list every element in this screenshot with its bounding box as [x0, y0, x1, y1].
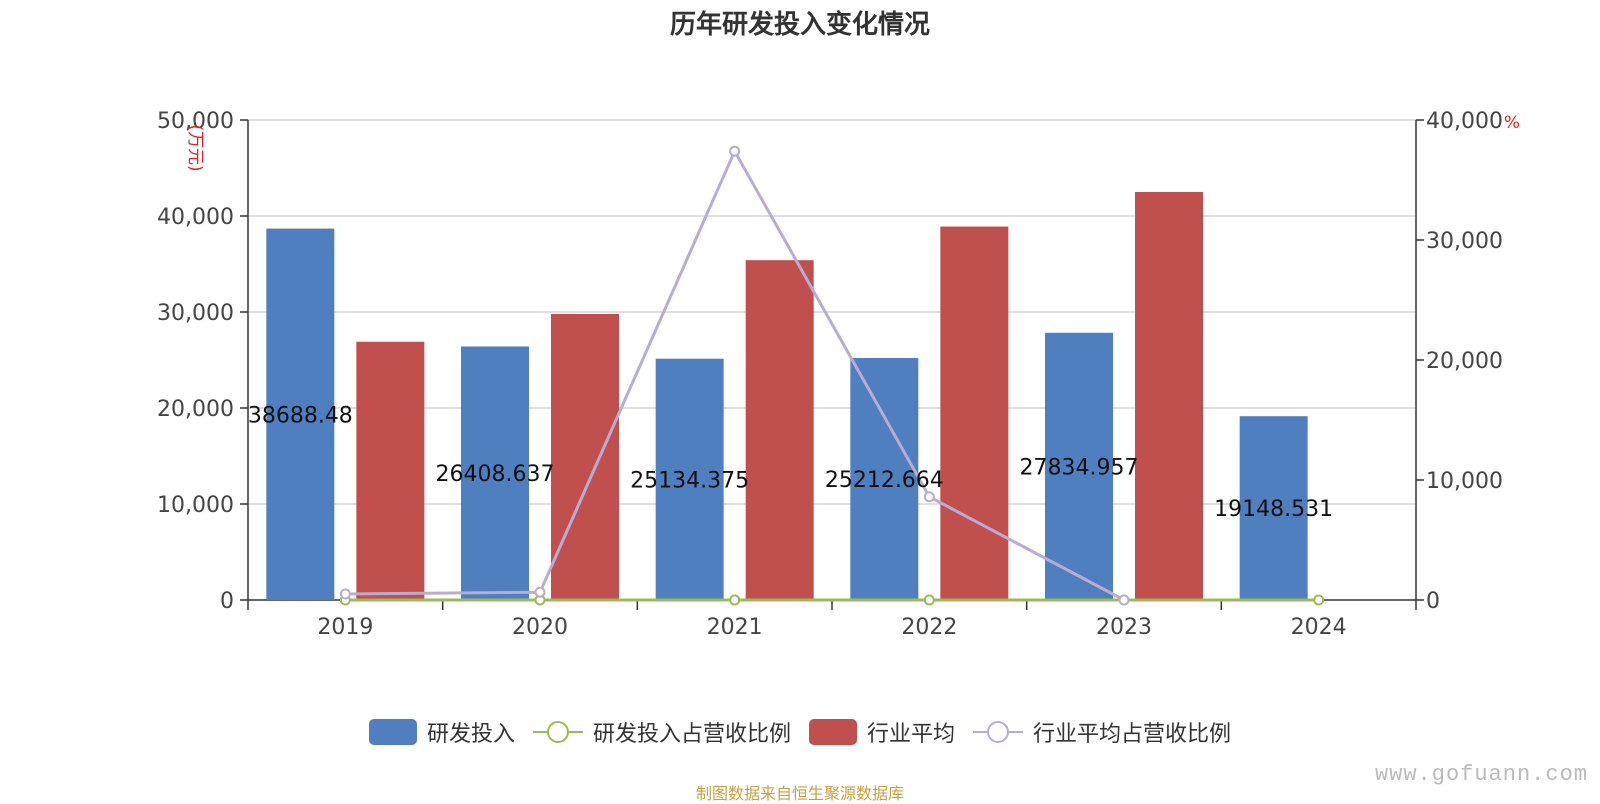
y-right-tick-label: 0: [1426, 589, 1440, 614]
x-tick-label: 2023: [1096, 615, 1152, 640]
legend-item-rd-ratio[interactable]: 研发投入占营收比例: [532, 716, 791, 748]
y-left-tick-label: 0: [220, 589, 234, 614]
legend-swatch-rd: [368, 719, 417, 745]
y-left-tick-label: 20,000: [157, 397, 234, 422]
data-label-rd: 25212.664: [825, 468, 944, 493]
industry-ratio-point: [1118, 594, 1130, 606]
y-left-unit-label: (万元): [185, 124, 205, 171]
data-label-rd: 27834.957: [1020, 455, 1139, 480]
bar-industry-average: [940, 226, 1009, 600]
industry-ratio-point: [339, 588, 351, 600]
industry-ratio-point: [729, 145, 741, 157]
rd-ratio-point: [729, 594, 741, 606]
y-right-unit-label: %: [1504, 113, 1520, 133]
y-left-tick-label: 30,000: [157, 301, 234, 326]
data-label-rd: 19148.531: [1214, 497, 1333, 522]
rd-ratio-point: [923, 594, 935, 606]
x-tick-label: 2019: [317, 615, 373, 640]
data-label-rd: 25134.375: [630, 468, 749, 493]
y-left-tick-label: 40,000: [157, 205, 234, 230]
legend: 研发投入 研发投入占营收比例 行业平均 行业平均占营收比例: [0, 716, 1600, 748]
x-tick-label: 2024: [1291, 615, 1347, 640]
legend-swatch-rd-ratio: [532, 719, 583, 745]
legend-label-industry-avg: 行业平均: [867, 722, 956, 747]
legend-label-rd-ratio: 研发投入占营收比例: [592, 722, 791, 747]
source-note: 制图数据来自恒生聚源数据库: [695, 784, 904, 803]
legend-label-rd: 研发投入: [426, 722, 515, 747]
legend-item-rd[interactable]: 研发投入: [368, 716, 515, 748]
x-tick-label: 2022: [901, 615, 957, 640]
bar-rd-investment: [850, 357, 919, 600]
x-tick-label: 2021: [707, 615, 763, 640]
legend-item-industry-avg[interactable]: 行业平均: [809, 716, 955, 748]
chart-title: 历年研发投入变化情况: [669, 10, 930, 40]
y-left-tick-label: 10,000: [157, 493, 234, 518]
legend-item-industry-ratio[interactable]: 行业平均占营收比例: [973, 716, 1231, 748]
x-tick-label: 2020: [512, 615, 568, 640]
bar-rd-investment: [461, 346, 529, 600]
bar-rd-investment: [655, 358, 724, 600]
y-left-tick-label: 50,000: [157, 109, 234, 134]
legend-swatch-industry-avg: [809, 719, 857, 745]
bar-industry-average: [551, 313, 619, 600]
industry-ratio-point: [923, 491, 935, 503]
legend-label-industry-ratio: 行业平均占营收比例: [1033, 722, 1232, 747]
legend-swatch-industry-ratio: [973, 719, 1024, 745]
watermark: www.gofuann.com: [1374, 762, 1588, 787]
data-label-rd: 26408.637: [436, 462, 555, 487]
bar-industry-average: [1135, 192, 1203, 600]
data-label-rd: 38688.48: [248, 403, 353, 428]
bar-industry-average: [745, 260, 814, 600]
bar-rd-investment: [1045, 332, 1113, 600]
bar-rd-investment: [1239, 416, 1308, 600]
y-right-tick-label: 40,000: [1426, 109, 1503, 134]
industry-ratio-point: [534, 586, 546, 598]
y-right-tick-label: 30,000: [1426, 229, 1503, 254]
bar-rd-investment: [266, 228, 335, 601]
rd-ratio-point: [1313, 594, 1325, 606]
y-right-tick-label: 20,000: [1426, 349, 1503, 374]
bar-industry-average: [356, 341, 425, 600]
y-right-tick-label: 10,000: [1426, 469, 1503, 494]
